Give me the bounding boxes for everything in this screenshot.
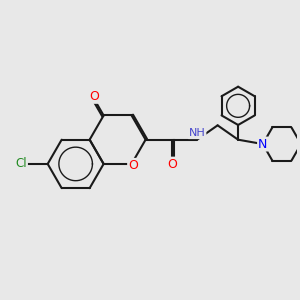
Text: O: O <box>128 159 138 172</box>
Text: O: O <box>167 158 177 171</box>
Text: N: N <box>258 137 267 151</box>
Text: Cl: Cl <box>15 158 27 170</box>
Text: O: O <box>89 90 99 103</box>
Text: NH: NH <box>189 128 206 138</box>
